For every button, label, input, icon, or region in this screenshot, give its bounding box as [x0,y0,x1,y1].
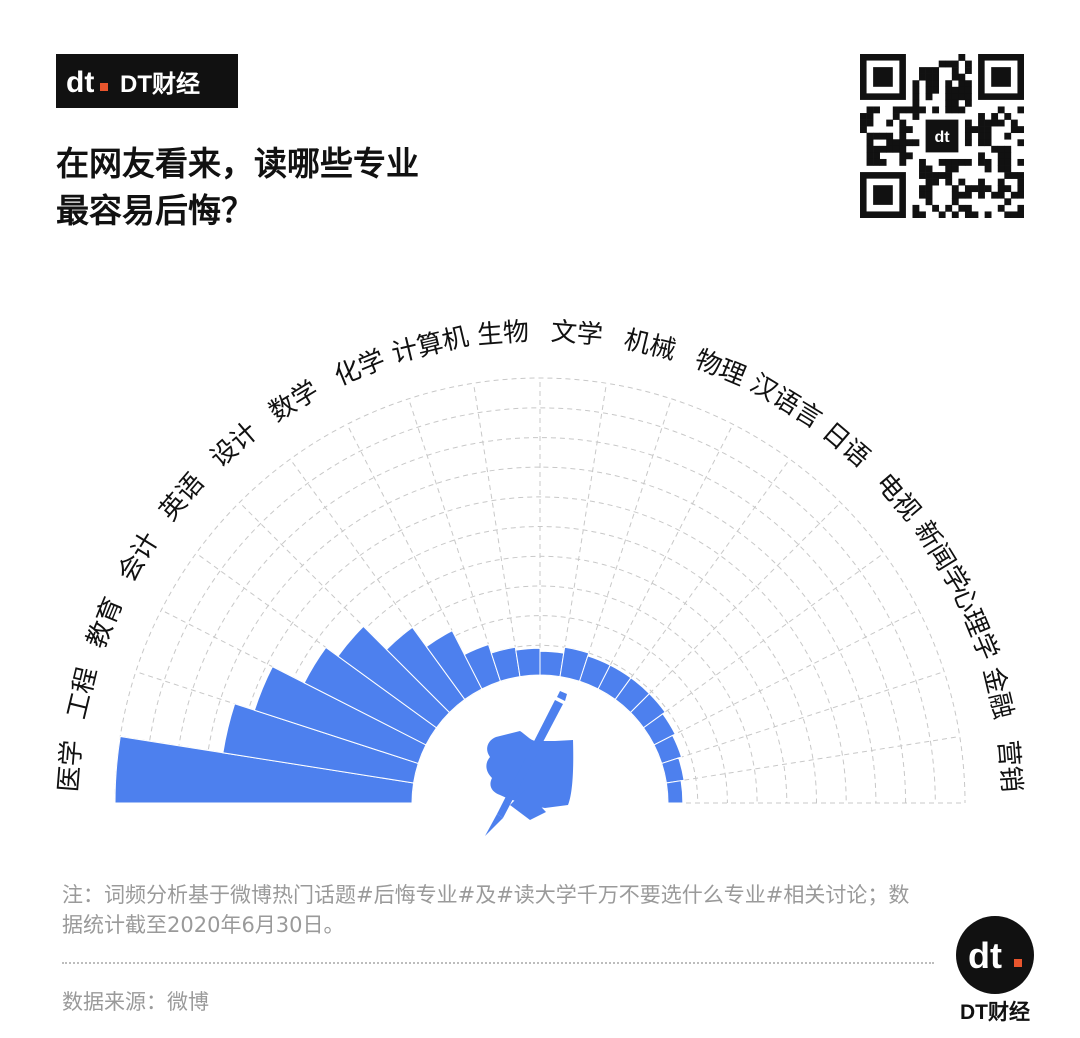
category-label: 文学 [550,317,604,351]
grid-arc [233,496,847,804]
category-label: 生物 [476,317,530,351]
category-label: 设计 [205,417,264,474]
logo-mark: dt [66,66,94,99]
chart-bars [114,625,685,804]
svg-text:dt: dt [934,129,950,146]
category-label: 日语 [816,417,875,474]
title-line-2: 最容易后悔？ [56,191,254,230]
category-label: 心理学 [946,581,1004,665]
hand-writing-pen-icon [485,691,574,836]
grid-spoke [559,383,607,677]
grid-spoke [408,398,501,682]
category-label: 数学 [264,375,324,428]
bottom-brand-name: DT财经 [960,1001,1030,1024]
qr-code-icon: dt [860,54,1024,218]
grid-arc [173,436,907,804]
grid-arc [114,377,966,804]
category-label: 汉语言 [745,369,827,435]
dotted-divider [62,962,934,964]
bar-生物 [515,647,541,678]
grid-spoke [643,552,885,729]
grid-spoke [597,424,734,690]
grid-arc [144,407,936,804]
grid-arc [203,466,877,804]
bar-营销 [665,780,684,804]
title-line-1: 在网友看来，读哪些专业 [56,144,419,183]
footnote: 注：词频分析基于微博热门话题#后悔专业#及#读大学千万不要选什么专业#相关讨论；… [62,883,910,937]
category-label: 工程 [62,664,103,722]
category-label: 英语 [154,468,211,527]
grid-spoke [630,502,841,713]
dt-circle-logo-icon: dt [956,916,1034,994]
grid-spoke [653,609,919,746]
brand-name: DT财经 [120,70,200,98]
category-label: 医学 [54,739,88,793]
category-label: 机械 [621,325,679,366]
grid-spoke [666,736,960,784]
category-label: 计算机 [389,322,472,369]
grid-spoke [473,383,521,677]
category-label: 化学 [330,345,390,393]
category-label: 物理 [690,345,750,393]
category-label: 营销 [992,739,1026,793]
logo-mark: dt [968,935,1002,976]
grid-spoke [579,398,672,682]
category-label: 金融 [977,664,1018,722]
dt-logo-icon: dt [66,66,108,99]
category-label: 电视 [869,468,926,527]
brand-badge: dt DT财经 [56,54,238,108]
grid-spoke [661,671,945,764]
grid-spoke [614,458,791,700]
data-source: 数据来源：微博 [62,990,209,1014]
category-label: 教育 [82,593,130,653]
page-title: 在网友看来，读哪些专业 最容易后悔？ [56,140,516,234]
category-label: 会计 [112,527,165,587]
